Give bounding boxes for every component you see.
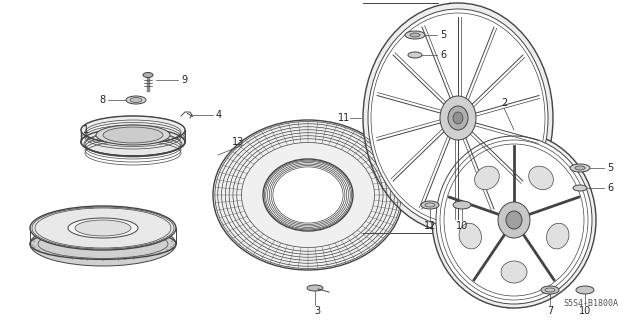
Ellipse shape <box>421 201 439 209</box>
Ellipse shape <box>541 286 559 294</box>
Ellipse shape <box>570 164 590 172</box>
Text: 5: 5 <box>607 163 613 173</box>
Text: 6: 6 <box>607 183 613 193</box>
Ellipse shape <box>576 286 594 294</box>
Ellipse shape <box>459 223 481 249</box>
Ellipse shape <box>143 73 153 77</box>
Ellipse shape <box>501 261 527 283</box>
Ellipse shape <box>410 33 420 37</box>
Ellipse shape <box>529 166 554 190</box>
Text: 2: 2 <box>501 98 507 108</box>
Text: 9: 9 <box>181 75 187 85</box>
Ellipse shape <box>81 116 185 144</box>
Ellipse shape <box>498 132 518 308</box>
Ellipse shape <box>498 202 530 238</box>
Ellipse shape <box>436 136 592 304</box>
Ellipse shape <box>81 119 185 147</box>
Ellipse shape <box>103 127 163 143</box>
Ellipse shape <box>126 96 146 104</box>
Ellipse shape <box>307 285 323 291</box>
Ellipse shape <box>506 211 522 229</box>
Ellipse shape <box>453 201 471 209</box>
Ellipse shape <box>368 9 548 227</box>
Text: S5S4-B1800A: S5S4-B1800A <box>563 299 618 308</box>
Ellipse shape <box>432 132 596 308</box>
Text: 3: 3 <box>314 306 320 316</box>
Ellipse shape <box>575 166 585 170</box>
Text: 12: 12 <box>424 221 436 231</box>
Ellipse shape <box>81 125 185 153</box>
Ellipse shape <box>81 128 185 156</box>
Text: 1: 1 <box>83 125 89 135</box>
Text: 8: 8 <box>99 95 105 105</box>
Ellipse shape <box>547 223 569 249</box>
Ellipse shape <box>81 116 185 144</box>
Ellipse shape <box>75 220 131 236</box>
Ellipse shape <box>405 31 425 39</box>
Text: 13: 13 <box>232 137 244 147</box>
Text: 4: 4 <box>216 110 222 120</box>
Text: 10: 10 <box>579 306 591 316</box>
Text: 6: 6 <box>440 50 446 60</box>
Ellipse shape <box>68 218 138 238</box>
Ellipse shape <box>30 222 176 266</box>
Text: 5: 5 <box>440 30 446 40</box>
Ellipse shape <box>475 166 499 190</box>
Ellipse shape <box>96 125 170 145</box>
Ellipse shape <box>363 3 553 233</box>
Ellipse shape <box>263 159 353 231</box>
Text: 11: 11 <box>338 113 350 123</box>
Ellipse shape <box>30 206 176 250</box>
Ellipse shape <box>438 3 462 233</box>
Ellipse shape <box>130 98 142 102</box>
Ellipse shape <box>81 128 185 156</box>
Ellipse shape <box>448 106 468 130</box>
Ellipse shape <box>408 52 422 58</box>
Text: 10: 10 <box>456 221 468 231</box>
Ellipse shape <box>573 185 587 191</box>
Ellipse shape <box>213 120 403 270</box>
Ellipse shape <box>81 122 185 150</box>
Ellipse shape <box>453 112 463 124</box>
Ellipse shape <box>440 96 476 140</box>
Text: 7: 7 <box>547 306 553 316</box>
